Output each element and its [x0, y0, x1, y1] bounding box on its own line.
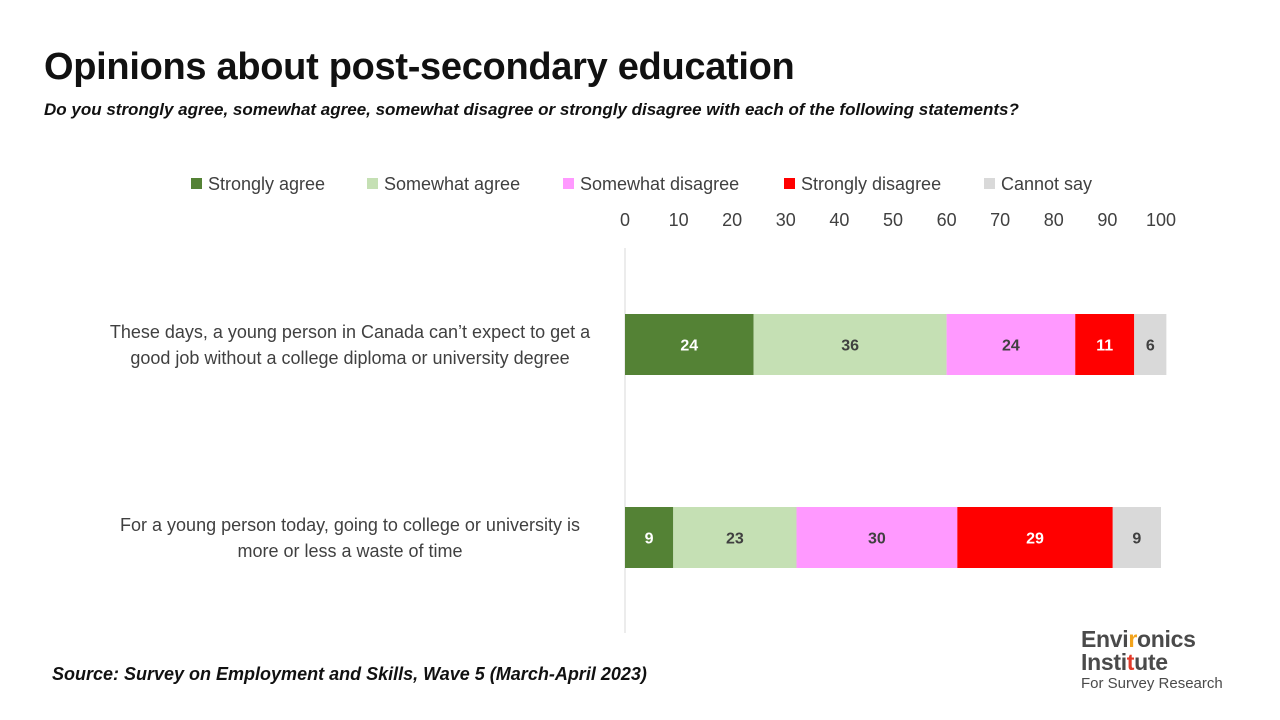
- bar-value-label: 24: [1002, 338, 1020, 355]
- category-label: For a young person today, going to colle…: [120, 515, 580, 535]
- bar-segment: [796, 507, 958, 568]
- source-note: Source: Survey on Employment and Skills,…: [52, 664, 647, 684]
- logo-line-3: For Survey Research: [1081, 675, 1223, 692]
- legend-swatch: [367, 178, 378, 189]
- bar-value-label: 23: [726, 531, 744, 548]
- bar-value-label: 9: [645, 531, 654, 548]
- bar-value-label: 6: [1146, 338, 1155, 355]
- logo-line-2: Institute: [1081, 649, 1168, 675]
- x-tick-label: 90: [1097, 210, 1117, 230]
- legend-swatch: [984, 178, 995, 189]
- x-tick-label: 30: [776, 210, 796, 230]
- category-label: These days, a young person in Canada can…: [110, 322, 591, 342]
- bar-segment: [1075, 314, 1135, 375]
- x-tick-label: 100: [1146, 210, 1176, 230]
- category-label: good job without a college diploma or un…: [130, 348, 569, 368]
- x-tick-label: 40: [829, 210, 849, 230]
- x-tick-label: 0: [620, 210, 630, 230]
- bar-value-label: 36: [841, 338, 859, 355]
- category-label: more or less a waste of time: [237, 541, 462, 561]
- environics-logo: Environics Institute For Survey Research: [1081, 626, 1223, 692]
- bar-segment: [753, 314, 947, 375]
- legend-swatch: [191, 178, 202, 189]
- legend-label: Somewhat agree: [384, 174, 520, 194]
- bar-value-label: 29: [1026, 531, 1044, 548]
- logo-line-1: Environics: [1081, 626, 1196, 652]
- x-tick-label: 60: [937, 210, 957, 230]
- legend-label: Strongly agree: [208, 174, 325, 194]
- chart-subtitle: Do you strongly agree, somewhat agree, s…: [44, 100, 1019, 119]
- bar-value-label: 30: [868, 531, 886, 548]
- x-tick-label: 70: [990, 210, 1010, 230]
- bar-segment: [1112, 507, 1161, 568]
- legend-swatch: [784, 178, 795, 189]
- bar-value-label: 9: [1132, 531, 1141, 548]
- x-tick-label: 20: [722, 210, 742, 230]
- bar-segment: [673, 507, 797, 568]
- bar-segment: [946, 314, 1076, 375]
- bar-segment: [625, 507, 674, 568]
- bar-segment: [625, 314, 754, 375]
- legend-label: Strongly disagree: [801, 174, 941, 194]
- x-tick-label: 10: [669, 210, 689, 230]
- bar-value-label: 11: [1096, 338, 1113, 355]
- legend-label: Somewhat disagree: [580, 174, 739, 194]
- bar-value-label: 24: [680, 338, 698, 355]
- chart-title: Opinions about post-secondary education: [44, 46, 795, 88]
- bar-segment: [1134, 314, 1167, 375]
- x-tick-label: 80: [1044, 210, 1064, 230]
- legend-label: Cannot say: [1001, 174, 1092, 194]
- legend-swatch: [563, 178, 574, 189]
- x-tick-label: 50: [883, 210, 903, 230]
- bar-segment: [957, 507, 1113, 568]
